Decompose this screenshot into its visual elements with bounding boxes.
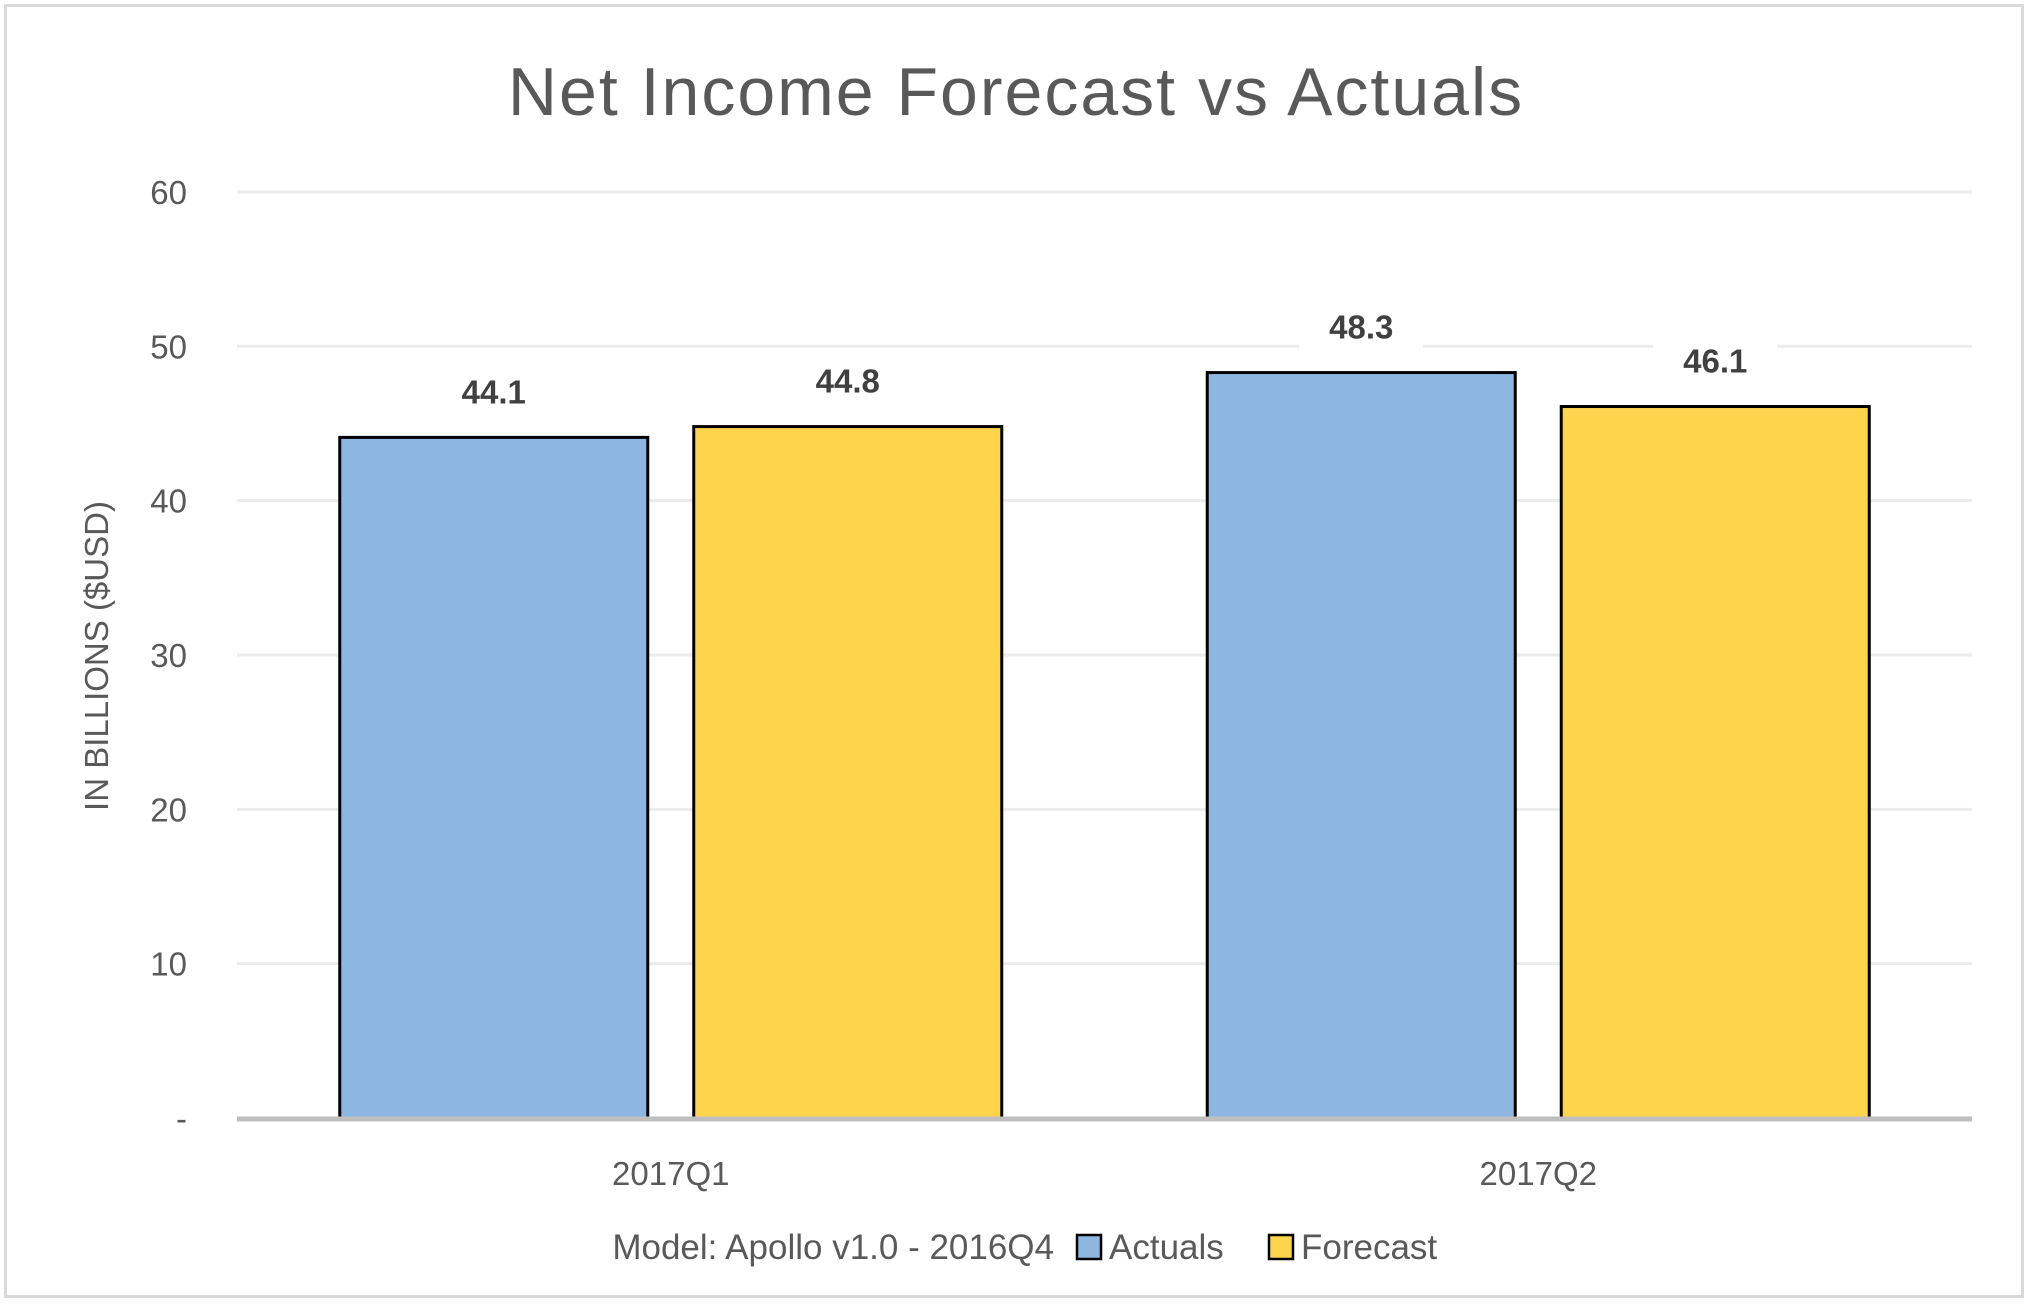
y-axis-label: IN BILLIONS ($USD) <box>78 501 115 811</box>
y-tick-label: 60 <box>150 174 187 211</box>
data-label: 44.1 <box>462 373 526 410</box>
legend: Model: Apollo v1.0 - 2016Q4 Actuals Forec… <box>612 1228 1437 1267</box>
x-axis-ticks: 2017Q1 2017Q2 <box>612 1155 1597 1192</box>
x-tick-label: 2017Q1 <box>612 1155 729 1192</box>
data-label: 46.1 <box>1683 343 1747 380</box>
bars <box>338 371 1871 1120</box>
y-tick-label: - <box>176 1100 187 1137</box>
y-tick-label: 30 <box>150 637 187 674</box>
data-label-background <box>431 367 556 416</box>
legend-model-label: Model: Apollo v1.0 - 2016Q4 <box>612 1228 1054 1267</box>
data-label-background <box>1299 302 1424 351</box>
y-tick-label: 40 <box>150 483 187 520</box>
bar-actuals-2017q2 <box>1205 371 1517 1120</box>
chart-title: Net Income Forecast vs Actuals <box>508 54 1524 130</box>
data-labels: 44.1 44.8 48.3 46.1 <box>431 302 1778 416</box>
y-tick-label: 50 <box>150 328 187 365</box>
data-label: 44.8 <box>816 363 880 400</box>
legend-swatch-forecast <box>1267 1233 1295 1261</box>
data-label-background <box>1653 336 1778 385</box>
legend-swatch-actuals <box>1075 1233 1103 1261</box>
bar-actuals-2017q1 <box>338 435 650 1120</box>
legend-label-forecast: Forecast <box>1301 1228 1437 1267</box>
bar-forecast-2017q2 <box>1559 405 1871 1120</box>
bar-forecast-2017q1 <box>692 425 1004 1120</box>
y-tick-label: 10 <box>150 946 187 983</box>
data-label: 48.3 <box>1329 309 1393 346</box>
data-label-background <box>785 356 910 405</box>
x-tick-label: 2017Q2 <box>1480 1155 1597 1192</box>
y-tick-label: 20 <box>150 791 187 828</box>
y-axis-ticks: - 10 20 30 40 50 60 <box>150 174 187 1137</box>
legend-label-actuals: Actuals <box>1109 1228 1224 1267</box>
